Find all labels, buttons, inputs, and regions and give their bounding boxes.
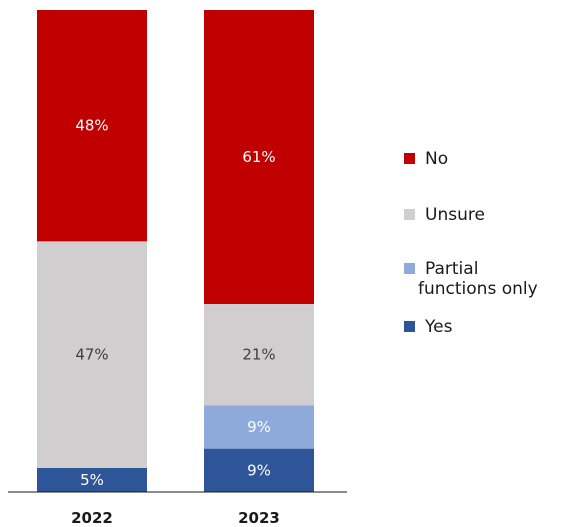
bar-unsure-2022 [37,241,147,468]
legend-swatch-unsure [404,209,415,220]
legend-label-partial-functions-only: Partial functions only [418,259,538,299]
legend-swatch-no [404,153,415,164]
bar-no-2022 [37,10,147,242]
data-label-yes-2022: 5% [80,471,104,489]
legend-swatch-partial-functions-only [404,263,415,274]
bar-partial-functions-only-2023 [204,405,314,449]
bar-unsure-2023 [204,304,314,406]
category-label-2022: 2022 [71,509,113,527]
legend-label-unsure: Unsure [425,205,485,225]
data-label-unsure-2023: 21% [242,346,275,364]
data-label-partial-functions-only-2023: 9% [247,418,271,436]
legend-swatch-yes [404,321,415,332]
category-label-2023: 2023 [238,509,280,527]
data-label-yes-2023: 9% [247,461,271,479]
data-label-no-2022: 48% [75,117,108,135]
bar-yes-2022 [37,467,147,492]
bar-yes-2023 [204,448,314,492]
data-label-unsure-2022: 47% [75,346,108,364]
legend-label-yes: Yes [424,317,453,337]
data-label-no-2023: 61% [242,148,275,166]
legend-label-no: No [425,149,448,169]
bar-no-2023 [204,10,314,305]
